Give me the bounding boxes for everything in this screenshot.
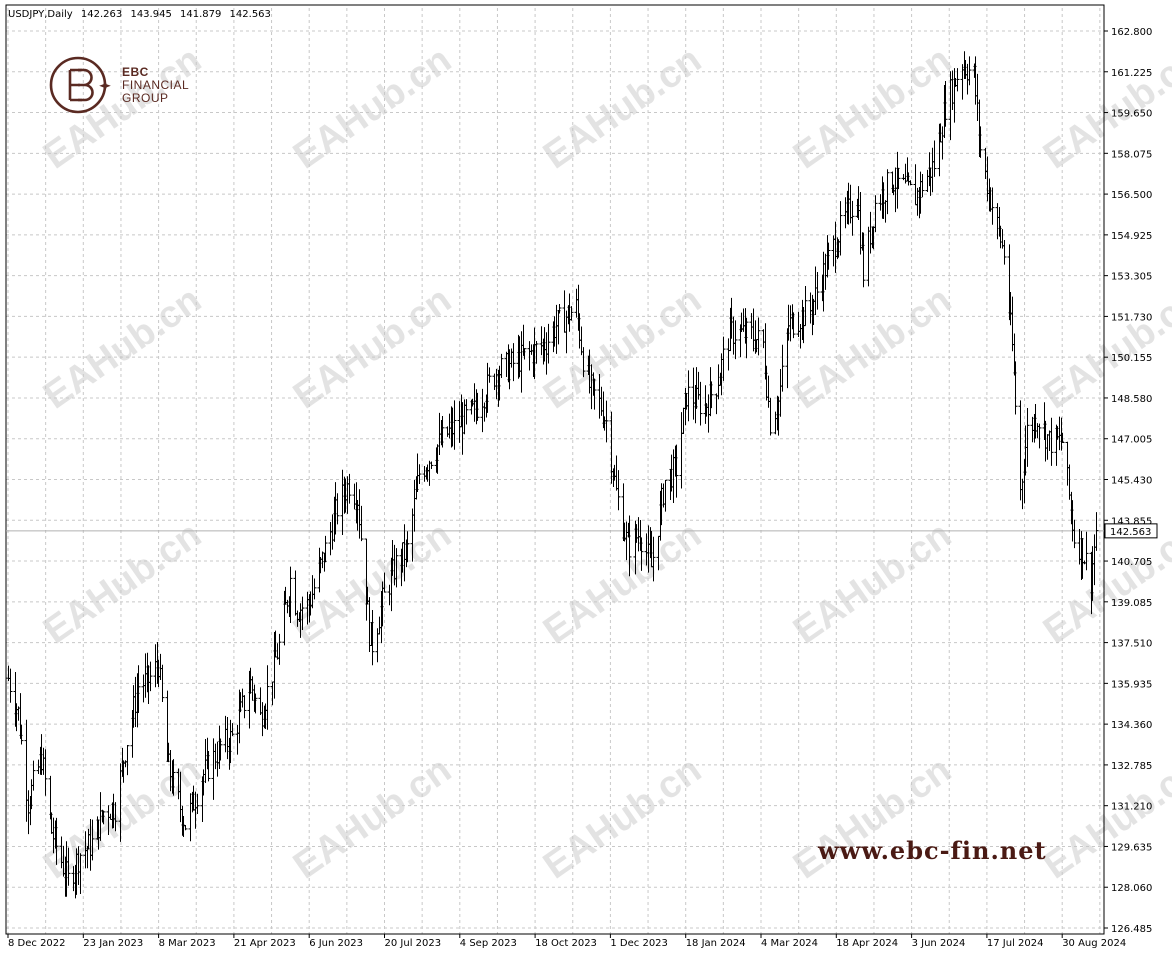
- price-label: 150.155: [1111, 353, 1152, 364]
- time-label: 4 Sep 2023: [460, 938, 517, 949]
- ebc-logo-icon: [49, 56, 111, 114]
- watermark-text: EAHub.cn: [536, 514, 709, 653]
- price-label: 128.060: [1111, 883, 1152, 894]
- watermark-text: EAHub.cn: [536, 279, 709, 418]
- price-label: 153.305: [1111, 272, 1152, 283]
- low-value: 141.879: [180, 9, 222, 20]
- close-value: 142.563: [229, 9, 271, 20]
- time-label: 21 Apr 2023: [234, 938, 296, 949]
- watermark-text: EAHub.cn: [786, 514, 959, 653]
- logo-line3: GROUP: [122, 91, 169, 105]
- price-label: 140.705: [1111, 557, 1152, 568]
- watermark-text: EAHub.cn: [36, 279, 209, 418]
- watermark-text: EAHub.cn: [36, 514, 209, 653]
- time-label: 18 Oct 2023: [535, 938, 597, 949]
- time-label: 18 Jan 2024: [686, 938, 746, 949]
- website-url: www.ebc-fin.net: [818, 836, 1047, 865]
- price-label: 158.075: [1111, 149, 1152, 160]
- time-label: 17 Jul 2024: [987, 938, 1044, 949]
- price-label: 135.935: [1111, 679, 1152, 690]
- price-label: 137.510: [1111, 639, 1152, 650]
- price-label: 139.085: [1111, 598, 1152, 609]
- current-price-tag: [1104, 523, 1158, 539]
- price-label: 156.500: [1111, 190, 1152, 201]
- watermark-text: EAHub.cn: [536, 749, 709, 888]
- price-label: 132.785: [1111, 761, 1152, 772]
- price-label: 161.225: [1111, 68, 1152, 79]
- time-label: 23 Jan 2023: [83, 938, 143, 949]
- price-label: 134.360: [1111, 720, 1152, 731]
- plot-frame: [5, 4, 1105, 935]
- watermark-text: EAHub.cn: [286, 279, 459, 418]
- time-label: 3 Jun 2024: [912, 938, 966, 949]
- price-label: 145.430: [1111, 476, 1152, 487]
- price-label: 148.580: [1111, 394, 1152, 405]
- price-label: 147.005: [1111, 435, 1152, 446]
- open-value: 142.263: [80, 9, 123, 20]
- price-label: 151.730: [1111, 312, 1152, 323]
- watermark-text: EAHub.cn: [286, 749, 459, 888]
- time-label: 4 Mar 2024: [761, 938, 818, 949]
- time-label: 30 Aug 2024: [1062, 938, 1126, 949]
- watermark-text: EAHub.cn: [536, 39, 709, 178]
- watermark-text: EAHub.cn: [286, 39, 459, 178]
- time-label: 20 Jul 2023: [385, 938, 442, 949]
- symbol-label: USDJPY,Daily: [8, 9, 73, 20]
- time-label: 1 Dec 2023: [610, 938, 668, 949]
- watermark-text: EAHub.cn: [786, 749, 959, 888]
- time-label: 8 Dec 2022: [8, 938, 66, 949]
- watermark-text: EAHub.cn: [786, 279, 959, 418]
- time-label: 18 Apr 2024: [836, 938, 898, 949]
- current-price-label: 142.563: [1110, 527, 1151, 538]
- symbol-info: USDJPY,Daily 142.263 143.945 141.879 142…: [8, 9, 276, 20]
- price-label: 126.485: [1111, 924, 1152, 935]
- logo-line1: EBC: [122, 65, 149, 79]
- time-label: 6 Jun 2023: [309, 938, 363, 949]
- price-label: 159.650: [1111, 109, 1152, 120]
- high-value: 143.945: [130, 9, 172, 20]
- logo-line2: FINANCIAL: [122, 78, 190, 92]
- ebc-logo: EBC FINANCIAL GROUP: [48, 56, 218, 116]
- time-label: 8 Mar 2023: [159, 938, 216, 949]
- price-label: 131.210: [1111, 802, 1152, 813]
- price-label: 162.800: [1111, 27, 1152, 38]
- price-label: 143.855: [1111, 516, 1152, 527]
- price-label: 154.925: [1111, 231, 1152, 242]
- price-label: 129.635: [1111, 842, 1152, 853]
